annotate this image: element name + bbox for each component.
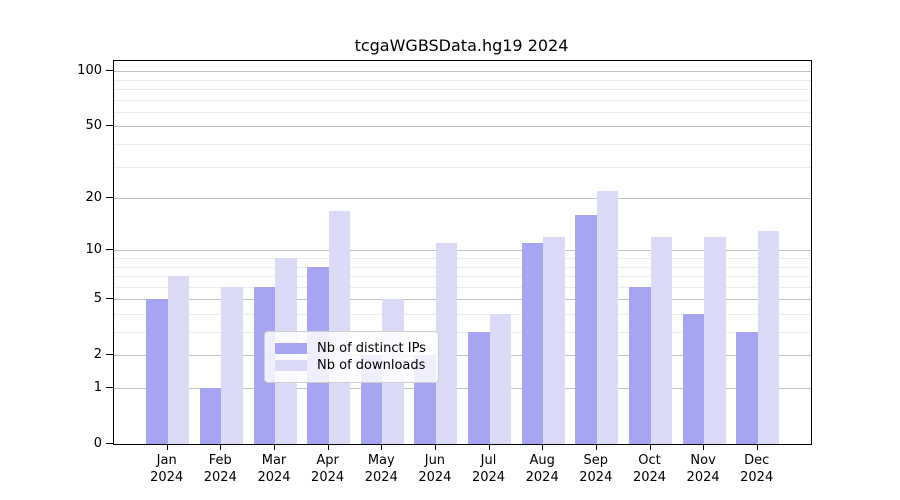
y-tick-label: 1	[93, 379, 102, 395]
x-tick	[595, 444, 597, 450]
legend-label-distinct-ips: Nb of distinct IPs	[317, 341, 426, 356]
gridline-minor	[114, 314, 811, 315]
y-tick-label: 50	[85, 117, 102, 133]
bar-downloads	[489, 314, 511, 444]
gridline-minor	[114, 258, 811, 259]
gridline-major	[114, 198, 811, 200]
y-tick	[106, 249, 113, 251]
y-tick-label: 5	[93, 290, 102, 306]
y-tick	[106, 387, 113, 388]
bar-downloads	[543, 236, 565, 444]
bar-distinct-ips	[736, 332, 758, 444]
bar-distinct-ips	[521, 243, 544, 444]
legend-label-downloads: Nb of downloads	[317, 358, 426, 373]
plot-area	[113, 60, 812, 445]
x-tick	[274, 444, 275, 450]
gridline-major	[114, 299, 811, 301]
x-tick	[434, 444, 436, 450]
bar-downloads	[757, 230, 780, 444]
bar-distinct-ips	[146, 299, 168, 444]
bar-downloads	[167, 276, 190, 444]
bar-downloads	[650, 236, 672, 444]
legend-item-distinct-ips: Nb of distinct IPs	[275, 341, 426, 356]
x-tick-label: Mar 2024	[257, 453, 291, 485]
x-tick	[327, 444, 329, 450]
bar-downloads	[435, 243, 458, 444]
y-tick	[106, 197, 113, 199]
gridline-minor	[114, 79, 811, 81]
x-tick-label: Oct 2024	[632, 453, 667, 485]
x-tick	[756, 444, 758, 450]
x-tick-label: Nov 2024	[686, 453, 720, 485]
bar-distinct-ips	[468, 332, 490, 444]
y-tick-label: 10	[85, 241, 102, 257]
chart-title: tcgaWGBSData.hg19 2024	[354, 36, 569, 55]
x-tick-label: Feb 2024	[203, 453, 237, 485]
legend-item-downloads: Nb of downloads	[275, 358, 426, 373]
legend: Nb of distinct IPs Nb of downloads	[264, 331, 439, 383]
gridline-major	[114, 355, 811, 357]
x-tick	[381, 444, 383, 450]
downloads-swatch	[275, 360, 307, 371]
bar-distinct-ips	[575, 215, 597, 444]
x-tick-label: Jul 2024	[471, 453, 506, 485]
y-tick-label: 20	[85, 189, 102, 205]
y-tick-label: 0	[93, 435, 102, 451]
x-tick	[542, 444, 544, 450]
y-tick-label: 2	[93, 346, 102, 362]
x-tick-label: Apr 2024	[311, 453, 345, 485]
x-tick-label: Sep 2024	[579, 453, 613, 485]
gridline-minor	[114, 99, 811, 101]
bar-distinct-ips	[629, 286, 651, 444]
y-tick	[106, 354, 113, 356]
gridline-major	[114, 250, 811, 252]
x-tick-label: Dec 2024	[740, 453, 774, 485]
gridline-minor	[114, 266, 811, 268]
gridline-minor	[114, 89, 811, 91]
bar-downloads	[596, 190, 619, 444]
x-tick	[488, 444, 490, 450]
gridline-minor	[114, 286, 811, 288]
x-tick	[166, 444, 168, 450]
bar-downloads	[704, 236, 726, 444]
gridline-minor	[114, 276, 811, 277]
x-tick	[703, 444, 705, 450]
gridline-major	[114, 71, 811, 73]
gridline-major	[114, 126, 811, 128]
gridline-minor	[114, 144, 811, 146]
bar-downloads	[328, 210, 351, 444]
gridline-minor	[114, 166, 811, 168]
y-tick	[106, 443, 113, 444]
gridline-minor	[114, 112, 811, 113]
bar-distinct-ips	[682, 314, 705, 444]
x-tick-label: Aug 2024	[525, 453, 559, 485]
x-tick-label: May 2024	[364, 453, 398, 485]
x-tick	[649, 444, 651, 450]
gridline-major	[114, 388, 811, 389]
gridline-minor	[114, 332, 811, 333]
y-tick-label: 100	[77, 62, 102, 78]
bar-distinct-ips	[199, 388, 222, 444]
x-tick	[220, 444, 222, 450]
distinct-ips-swatch	[275, 343, 307, 354]
y-tick	[106, 125, 113, 127]
bar-downloads	[221, 286, 243, 444]
y-tick	[106, 70, 113, 72]
y-tick	[106, 298, 113, 300]
x-tick-label: Jun 2024	[418, 453, 452, 485]
x-tick-label: Jan 2024	[150, 453, 184, 485]
